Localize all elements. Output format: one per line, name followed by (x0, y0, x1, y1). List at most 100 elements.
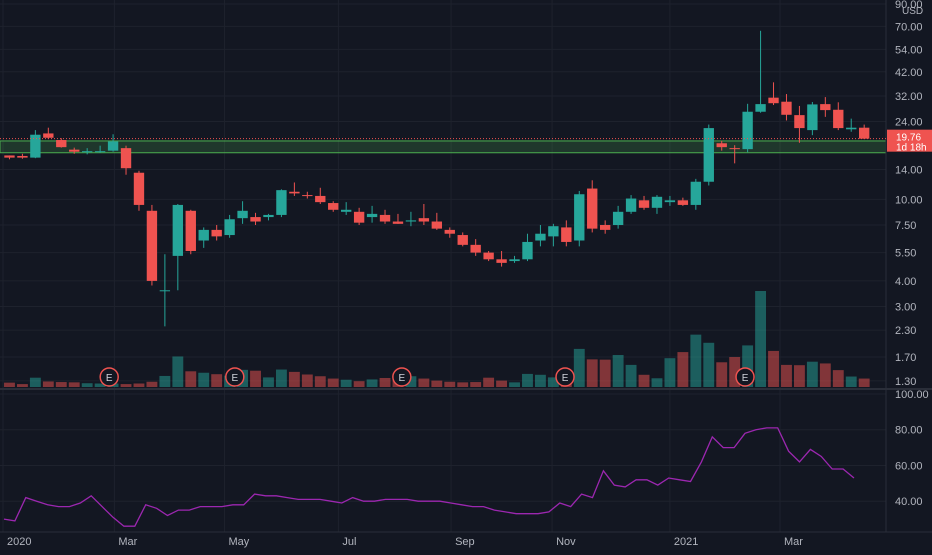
volume-bar (573, 348, 585, 387)
volume-bar (301, 374, 313, 387)
volume-bar (4, 382, 15, 387)
volume-bar (55, 382, 67, 387)
earnings-marker[interactable]: E (392, 367, 412, 387)
volume-bar (832, 370, 844, 387)
candle-body (353, 211, 365, 223)
candle (716, 140, 727, 151)
price-tick-label: 42.00 (895, 67, 923, 79)
volume-bar (353, 381, 365, 387)
candle (133, 170, 145, 211)
candle (172, 203, 184, 291)
candle (651, 195, 663, 214)
candle-body (587, 188, 598, 229)
volume-bar (845, 376, 857, 387)
earnings-marker[interactable]: E (99, 367, 119, 387)
candle (69, 147, 80, 154)
candle (81, 148, 93, 155)
candle-body (561, 227, 572, 242)
candle-body (418, 218, 430, 222)
candle (522, 233, 533, 262)
candle (250, 212, 261, 226)
candle (340, 202, 352, 215)
candle (599, 220, 611, 234)
earnings-label: E (742, 373, 749, 384)
candle-body (17, 155, 28, 158)
volume-bar (703, 342, 715, 387)
candle-body (107, 141, 119, 151)
volume-bar (496, 380, 508, 387)
candle (302, 191, 313, 199)
time-tick-label: Jul (342, 536, 356, 548)
candle (858, 124, 870, 140)
earnings-marker[interactable]: E (555, 367, 575, 387)
candle-body (599, 225, 611, 230)
candle (833, 102, 844, 131)
candle (483, 250, 494, 262)
candle (4, 155, 15, 160)
volume-bar (340, 379, 352, 387)
price-tick-label: 24.00 (895, 117, 923, 129)
candle (43, 127, 54, 140)
volume-bar (664, 358, 676, 387)
volume-bar (250, 370, 261, 387)
candle (457, 232, 468, 247)
candle-body (846, 127, 857, 130)
candle-body (509, 259, 520, 262)
volume-bar (806, 361, 818, 387)
price-tick-label: 7.50 (895, 220, 916, 232)
volume-bar (483, 377, 495, 387)
candle (548, 223, 559, 247)
volume-bar (42, 381, 54, 387)
volume-bar (768, 350, 779, 387)
candle-body (444, 229, 455, 234)
price-tick-label: 1.30 (895, 376, 916, 388)
price-tick-label: 14.00 (895, 164, 923, 176)
volume-bar (133, 383, 145, 387)
volume-bar (68, 382, 80, 387)
candle-body (43, 133, 54, 138)
candle (535, 225, 546, 247)
earnings-circle (225, 367, 245, 387)
volume-bar (405, 376, 417, 387)
earnings-label: E (562, 373, 569, 384)
candle-body (250, 217, 261, 222)
volume-bar (288, 371, 300, 387)
candle-body (340, 209, 352, 212)
candle-body (315, 195, 326, 203)
volume-bar (677, 352, 689, 387)
candle-body (289, 191, 300, 194)
earnings-marker[interactable]: E (225, 367, 245, 387)
volume-bar (819, 363, 831, 387)
candle (211, 225, 222, 241)
candle (379, 209, 391, 224)
candle (431, 212, 443, 230)
candle (846, 118, 857, 132)
volume-bar (314, 376, 326, 387)
candle-body (703, 128, 714, 182)
price-tick-label: 4.00 (895, 276, 916, 288)
volume-bar (793, 365, 805, 387)
candle (794, 105, 805, 143)
volume-bar (509, 382, 520, 387)
support-zone-band (0, 140, 887, 154)
volume-bar (120, 384, 132, 387)
candle (664, 195, 676, 206)
candle-body (94, 151, 106, 153)
candle-body (263, 214, 274, 218)
candle-body (470, 244, 481, 253)
earnings-circle (735, 367, 755, 387)
candle-body (638, 200, 650, 208)
candle (94, 145, 106, 153)
candle-body (625, 198, 637, 212)
candle (729, 145, 740, 164)
candle-body (677, 200, 689, 205)
candle (276, 189, 287, 218)
earnings-marker[interactable]: E (735, 367, 755, 387)
volume-bar (29, 377, 41, 387)
time-tick-label: Nov (556, 536, 576, 548)
candlestick-series (4, 30, 870, 327)
volume-bar (522, 373, 533, 387)
volume-bar (327, 378, 339, 387)
volume-bar (198, 372, 210, 387)
